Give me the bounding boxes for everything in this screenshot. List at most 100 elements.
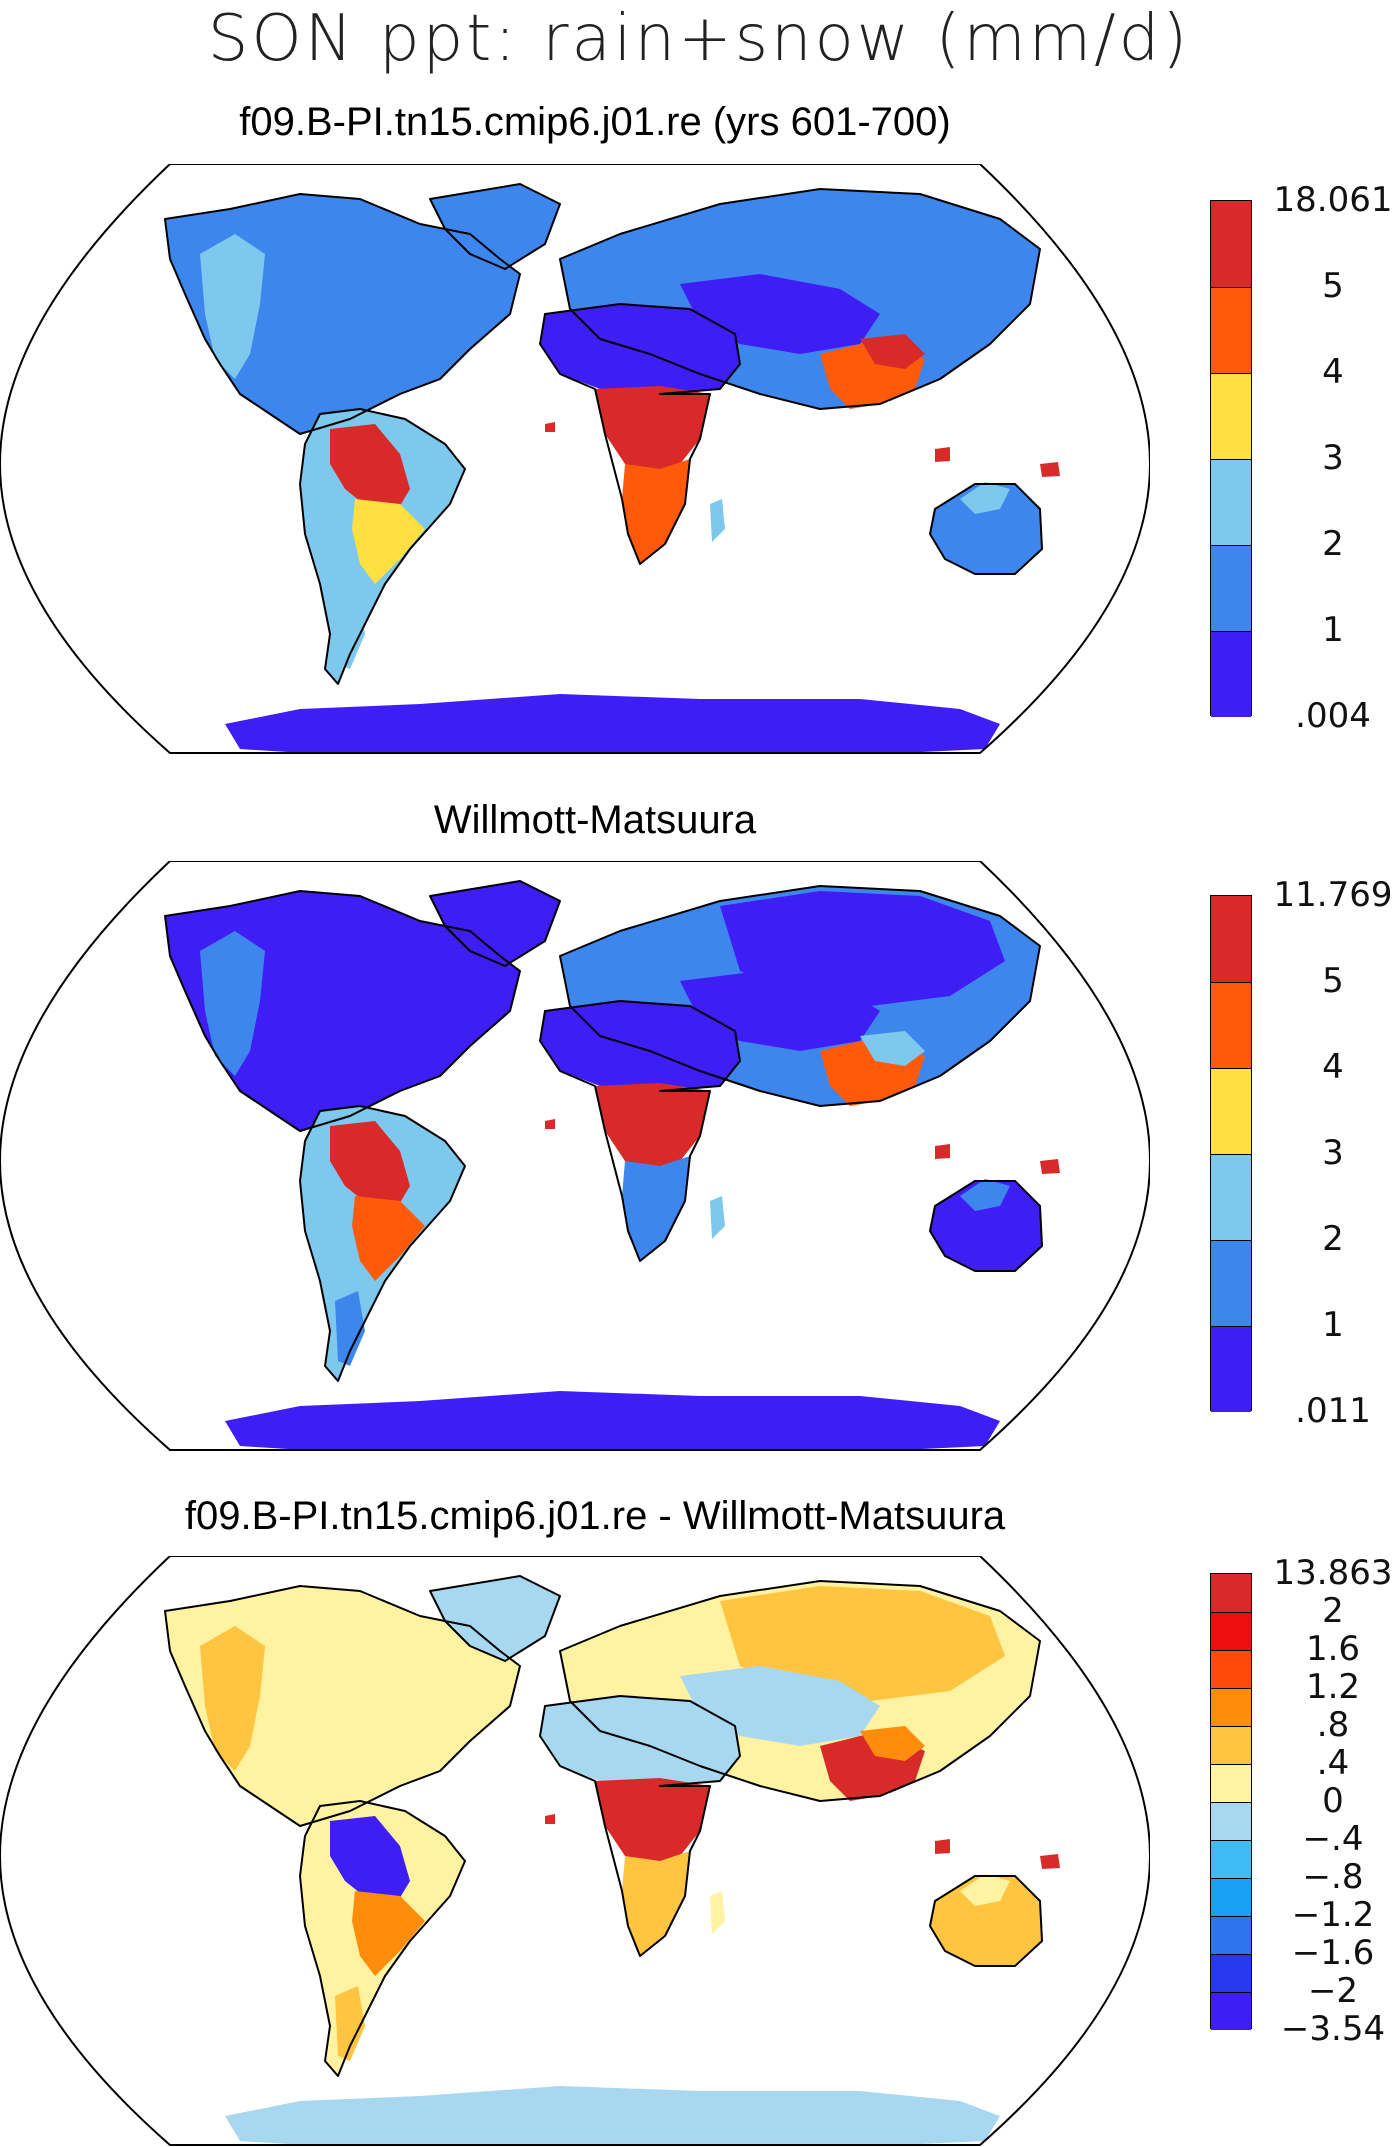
colorbar-strip [1210,1573,1252,2030]
map-frame [0,164,1150,754]
colorbar-strip [1210,895,1252,1412]
panel-3-title: f09.B-PI.tn15.cmip6.j01.re - Willmott-Ma… [184,1494,1006,1538]
colorbar-swatch [1211,1840,1251,1878]
region-southeast-asia [860,1031,925,1066]
colorbar-label: 1 [1322,1305,1344,1345]
region-southeast-asia [860,1726,925,1761]
region-australia-north [960,1179,1010,1211]
panel-2-title: Willmott-Matsuura [433,798,757,842]
colorbar-label: 3 [1322,438,1344,478]
region-africa-central [595,386,710,479]
coastline [429,880,561,967]
colorbar-swatch [1211,1240,1251,1326]
region-madagascar [710,1891,725,1934]
colorbar-swatch [1211,1802,1251,1840]
coastline [929,1180,1043,1272]
region-samerica-south [335,1986,365,2061]
region-amazon [330,1816,410,1906]
region-africa-central [595,1083,710,1176]
region-madagascar [710,1196,725,1239]
coastline [429,183,561,270]
panel-1-title: f09.B-PI.tn15.cmip6.j01.re (yrs 601-700) [239,100,951,144]
colorbar-swatch [1211,373,1251,459]
region-africa-north [540,304,740,394]
region-africa-south [622,459,690,564]
region-namerica-west [200,1626,265,1771]
region-africa-south [622,1851,690,1956]
coastline [164,1585,521,1827]
colorbar-label: 5 [1322,266,1344,306]
region-africa-south [622,1156,690,1261]
region-madagascar [710,499,725,542]
region-australia [930,1181,1042,1271]
coastline [929,1875,1043,1967]
region-australia [930,1876,1042,1966]
region-southeast-asia [860,334,925,369]
region-amazon [330,424,410,514]
region-australia-north [960,1874,1010,1906]
colorbar-swatch [1211,1688,1251,1726]
panel-3-map [0,1556,1150,2146]
colorbar-label: −1.2 [1291,1895,1375,1935]
coastline [164,890,521,1132]
region-africa-north [540,1001,740,1091]
colorbar-label: 1.2 [1305,1667,1361,1707]
region-amazon [330,1121,410,1211]
colorbar-label: 1 [1322,610,1344,650]
colorbar-label: −.8 [1302,1857,1364,1897]
colorbar-label: 0 [1322,1781,1344,1821]
colorbar-swatch [1211,201,1251,287]
panel-2-map [0,861,1150,1451]
region-australia [930,484,1042,574]
colorbar-swatch [1211,1916,1251,1954]
colorbar-label: −3.54 [1280,2009,1386,2049]
colorbar-swatch [1211,1764,1251,1802]
colorbar-label: .011 [1295,1391,1371,1431]
colorbar-swatch [1211,1326,1251,1412]
map-frame [0,861,1150,1451]
colorbar-swatch [1211,1154,1251,1240]
region-samerica-mid [352,1196,425,1281]
panel-1-map [0,164,1150,754]
colorbar-label: −.4 [1302,1819,1364,1859]
region-samerica-mid [352,1891,425,1976]
coastline [539,303,741,565]
colorbar-swatch [1211,545,1251,631]
region-samerica-mid [352,499,425,584]
colorbar-label: .4 [1316,1743,1350,1783]
region-antarctica [225,2086,1000,2145]
colorbar-label: 3 [1322,1133,1344,1173]
colorbar-label: 1.6 [1305,1629,1361,1669]
colorbar-label: .8 [1316,1705,1350,1745]
colorbar-swatch [1211,1726,1251,1764]
colorbar-swatch [1211,1992,1251,2030]
coastline [539,1000,741,1262]
region-samerica-south [335,1291,365,1366]
colorbar-swatch [1211,287,1251,373]
colorbar-label: −1.6 [1291,1933,1375,1973]
region-greenland [430,881,560,966]
coastline [559,885,1041,1107]
region-antarctica [225,694,1000,753]
region-africa-central [595,1778,710,1871]
region-samerica-south [335,594,365,669]
colorbar-swatch [1211,459,1251,545]
colorbar-label: 2 [1322,1219,1344,1259]
colorbar-swatch [1211,1954,1251,1992]
region-greenland [430,1576,560,1661]
coastline [539,1695,741,1957]
colorbar-label: 11.769 [1273,875,1393,915]
coastline [164,193,521,435]
coastline [559,188,1041,410]
coastline [299,1800,466,2077]
region-greenland [430,184,560,269]
region-antarctica [225,1391,1000,1450]
colorbar-label: 5 [1322,961,1344,1001]
region-africa-north [540,1696,740,1786]
region-namerica-west [200,234,265,379]
colorbar-strip [1210,200,1252,717]
region-namerica-west [200,931,265,1076]
coastline [929,483,1043,575]
colorbar-label: 4 [1322,352,1344,392]
colorbar-swatch [1211,1574,1251,1612]
